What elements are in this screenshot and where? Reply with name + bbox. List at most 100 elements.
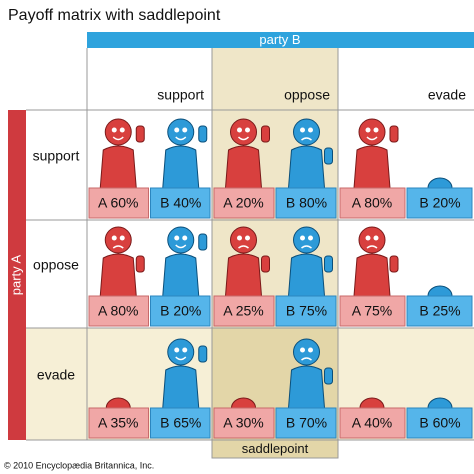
a-payoff-box (88, 187, 149, 219)
figure-body (224, 145, 263, 189)
column-header: support (157, 87, 204, 103)
b-payoff: B 60% (419, 415, 460, 431)
a-payoff-box (339, 295, 406, 327)
figure-thumb (261, 255, 270, 273)
figure-mouth (301, 357, 312, 361)
figure-eye (245, 127, 250, 133)
figure-eye (365, 127, 371, 133)
a-payoff: A 35% (98, 415, 138, 431)
b-payoff: B 80% (286, 195, 327, 211)
figure-head (358, 226, 386, 254)
figure-eye (111, 127, 117, 133)
b-payoff-box (406, 295, 473, 327)
figure-eye (119, 235, 125, 241)
party-a-bar (8, 110, 26, 440)
column-header: evade (428, 87, 466, 103)
figure-eye (245, 235, 250, 241)
figure-head (167, 338, 195, 366)
figure-body (162, 253, 200, 297)
figure-body (287, 145, 326, 189)
figure-head (358, 118, 386, 146)
figure-hiding (427, 397, 453, 409)
b-payoff: B 65% (160, 415, 201, 431)
figure-eye (308, 347, 313, 353)
figure-eye (300, 235, 305, 241)
b-payoff-box (275, 295, 337, 327)
figure-eye (373, 235, 379, 241)
figure-mouth (175, 136, 187, 141)
figure-thumb (389, 125, 399, 143)
figure-head (293, 118, 320, 146)
figure-body (287, 253, 326, 297)
figure-hiding (230, 397, 257, 409)
b-payoff: B 20% (160, 303, 201, 319)
a-payoff: A 40% (352, 415, 392, 431)
figure-eye (174, 347, 180, 353)
a-payoff-box (339, 187, 406, 219)
figure-head (167, 226, 195, 254)
figure-mouth (366, 136, 378, 141)
figure-mouth (238, 245, 249, 249)
b-payoff: B 20% (419, 195, 460, 211)
copyright: © 2010 Encyclopædia Britannica, Inc. (4, 460, 154, 470)
figure-eye (182, 127, 188, 133)
figure-thumb (135, 255, 145, 273)
figure-eye (373, 127, 379, 133)
figure-mouth (301, 137, 312, 141)
b-payoff-box (150, 187, 211, 219)
figure-body (162, 365, 200, 409)
figure-body (162, 145, 200, 189)
b-payoff-box (406, 187, 473, 219)
a-payoff-box (88, 295, 149, 327)
b-payoff-box (406, 407, 473, 439)
figure-eye (174, 235, 180, 241)
figure-mouth (112, 136, 124, 141)
party-a-label: party A (8, 254, 23, 295)
b-payoff-box (150, 295, 211, 327)
a-payoff: A 60% (98, 195, 138, 211)
figure-head (104, 226, 132, 254)
figure-head (104, 118, 132, 146)
figure-eye (237, 235, 242, 241)
saddlepoint-label: saddlepoint (242, 441, 309, 456)
b-payoff-box (275, 187, 337, 219)
figure-head (293, 338, 320, 366)
a-payoff-box (88, 407, 149, 439)
figure-body (287, 365, 326, 409)
b-payoff: B 25% (419, 303, 460, 319)
saddlepoint-box (211, 439, 339, 459)
figure-hiding (359, 397, 385, 409)
figure-eye (308, 127, 313, 133)
figure-head (230, 226, 257, 254)
figure-eye (308, 235, 313, 241)
a-payoff: A 30% (223, 415, 263, 431)
figure-eye (300, 347, 305, 353)
figure-body (353, 145, 391, 189)
figure-thumb (198, 233, 208, 251)
figure-hiding (427, 285, 453, 297)
figure-thumb (198, 345, 208, 363)
figure-eye (111, 235, 117, 241)
a-payoff: A 80% (98, 303, 138, 319)
figure-thumb (324, 367, 333, 385)
figure-mouth (175, 356, 187, 361)
figure-hiding (105, 397, 131, 409)
figure-body (99, 253, 137, 297)
party-b-bar (87, 32, 474, 48)
b-payoff: B 40% (160, 195, 201, 211)
figure-eye (300, 127, 305, 133)
figure-eye (182, 235, 188, 241)
a-payoff: A 75% (352, 303, 392, 319)
figure-eye (182, 347, 188, 353)
a-payoff: A 80% (352, 195, 392, 211)
figure-eye (174, 127, 180, 133)
figure-hiding (427, 177, 453, 189)
figure-mouth (301, 245, 312, 249)
b-payoff: B 70% (286, 415, 327, 431)
figure-eye (237, 127, 242, 133)
a-payoff-box (339, 407, 406, 439)
row-header: oppose (33, 257, 79, 273)
row-header: evade (37, 367, 75, 383)
b-payoff-box (150, 407, 211, 439)
